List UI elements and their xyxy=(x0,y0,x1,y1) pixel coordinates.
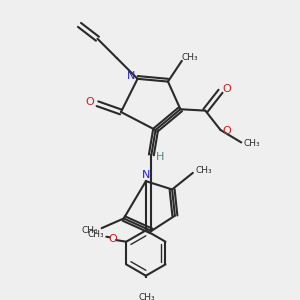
Text: H: H xyxy=(155,152,164,162)
Text: CH₃: CH₃ xyxy=(244,139,260,148)
Text: CH₃: CH₃ xyxy=(82,226,98,235)
Text: O: O xyxy=(222,126,231,136)
Text: CH₃: CH₃ xyxy=(139,293,155,300)
Text: CH₃: CH₃ xyxy=(182,53,198,62)
Text: CH₃: CH₃ xyxy=(88,230,104,239)
Text: O: O xyxy=(85,97,94,107)
Text: CH₃: CH₃ xyxy=(195,166,212,175)
Text: N: N xyxy=(142,170,151,180)
Text: O: O xyxy=(222,84,231,94)
Text: N: N xyxy=(127,71,136,81)
Text: O: O xyxy=(108,234,117,244)
